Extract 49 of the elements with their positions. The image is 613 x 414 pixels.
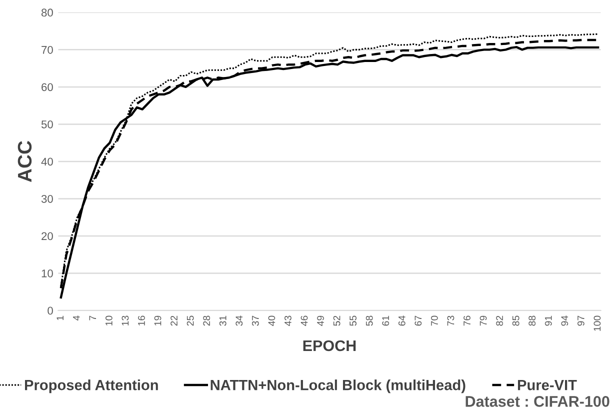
legend-label: NATTN+Non-Local Block (multiHead) <box>210 380 466 394</box>
x-tick-label: 7 <box>89 316 96 320</box>
x-tick-label: 34 <box>236 316 243 326</box>
x-tick-label: 19 <box>154 316 162 326</box>
x-tick-label: 40 <box>268 316 276 326</box>
x-tick-label: 91 <box>544 316 552 326</box>
y-tick-label: 40 <box>41 158 53 166</box>
x-tick-label: 22 <box>170 316 178 326</box>
x-tick-label: 61 <box>382 316 390 326</box>
x-tick-label: 55 <box>350 316 357 326</box>
y-tick-label: 10 <box>42 270 53 278</box>
x-tick-label: 16 <box>138 316 145 326</box>
y-tick-label: 50 <box>41 120 53 128</box>
x-tick-label: 79 <box>480 316 487 326</box>
x-tick-label: 4 <box>73 316 80 321</box>
y-tick-label: 0 <box>48 306 53 315</box>
x-tick-label: 76 <box>464 316 470 326</box>
y-tick-label: 20 <box>42 232 53 240</box>
x-tick-label: 13 <box>122 316 129 326</box>
y-tick-label: 70 <box>42 46 53 54</box>
x-tick-label: 31 <box>219 316 226 326</box>
x-tick-label: 94 <box>561 316 568 326</box>
x-tick-label: 49 <box>317 316 324 326</box>
x-tick-label: 25 <box>186 316 194 326</box>
x-tick-label: 85 <box>512 316 520 326</box>
x-tick-label: 97 <box>577 316 584 326</box>
x-tick-label: 70 <box>431 316 438 326</box>
x-tick-label: 64 <box>398 316 406 326</box>
x-tick-label: 100 <box>594 316 601 331</box>
text: Dataset : CIFAR-100 <box>466 396 610 407</box>
x-tick-label: 88 <box>528 316 536 326</box>
x-tick-label: 37 <box>252 316 259 326</box>
x-tick-label: 28 <box>203 316 210 326</box>
x-tick-label: 73 <box>447 316 454 326</box>
x-tick-label: 46 <box>300 316 308 326</box>
x-tick-label: 52 <box>333 316 340 326</box>
legend-label: Proposed Attention <box>25 380 158 394</box>
y-tick-label: 30 <box>41 194 53 203</box>
y-tick-label: 60 <box>42 83 53 92</box>
x-tick-label: 67 <box>414 316 422 326</box>
x-tick-label: 82 <box>496 316 503 326</box>
x-axis-title: EPOCH <box>303 340 356 352</box>
legend-label: Pure-VIT <box>518 380 577 390</box>
y-axis-title: ACC <box>18 140 32 182</box>
x-tick-label: 43 <box>284 316 292 326</box>
x-tick-label: 10 <box>106 316 112 326</box>
x-tick-label: 1 <box>56 316 64 320</box>
x-tick-label: 58 <box>366 316 373 326</box>
y-tick-label: 80 <box>42 8 53 17</box>
